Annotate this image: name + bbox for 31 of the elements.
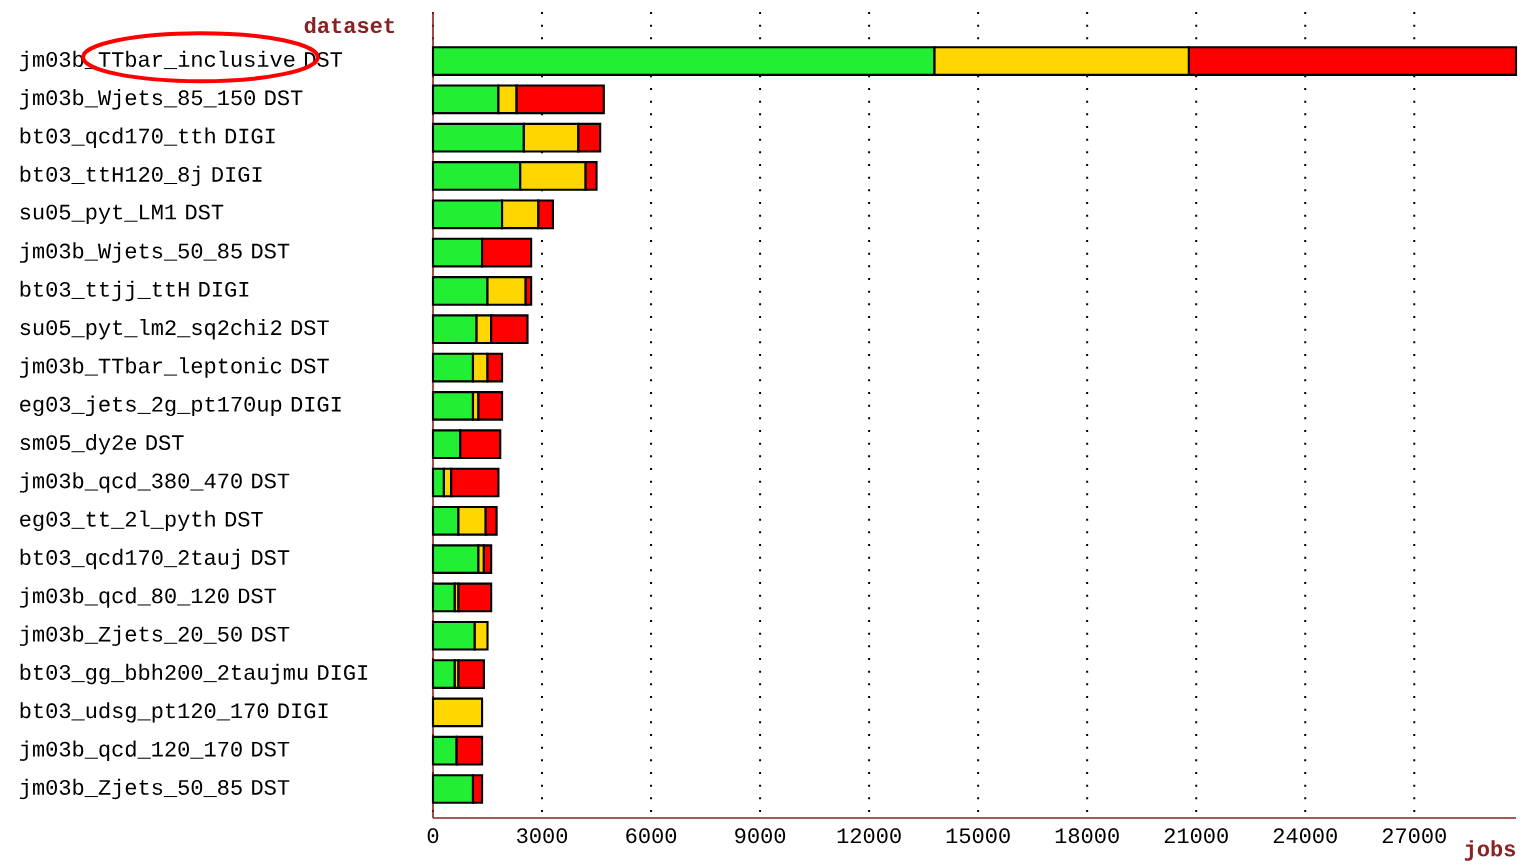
y-tick-label: bt03_ttH120_8j DIGI bbox=[20, 165, 262, 187]
y-tick-label: bt03_udsg_pt120_170 DIGI bbox=[20, 702, 328, 723]
x-axis-title: jobs bbox=[1464, 840, 1516, 861]
x-tick-label: 9000 bbox=[735, 828, 786, 844]
y-tick-label: jm03b_qcd_120_170 DST bbox=[19, 740, 290, 761]
y-tick-label: jm03b_qcd_80_120 DST bbox=[19, 587, 277, 608]
y-tick-label: jm03b_Zjets_20_50 DST bbox=[19, 625, 290, 646]
y-tick-label: bt03_qcd170_tth DIGI bbox=[20, 127, 275, 148]
y-tick-label: eg03_tt_2l_pyth DST bbox=[20, 510, 263, 531]
y-tick-label: sm05_dy2e DST bbox=[20, 433, 184, 455]
y-tick-label: bt03_qcd170_2tauj DST bbox=[20, 548, 290, 570]
y-axis-title: dataset bbox=[304, 16, 394, 34]
y-tick-label: jm03b_Wjets_85_150 DST bbox=[19, 89, 303, 110]
x-tick-label: 21000 bbox=[1164, 828, 1228, 844]
x-tick-label: 24000 bbox=[1273, 828, 1337, 844]
y-tick-label: jm03b_qcd_380_470 DST bbox=[19, 472, 290, 493]
y-tick-label: jm03b_Wjets_50_85 DST bbox=[19, 242, 290, 263]
y-tick-label: jm03b_Zjets_50_85 DST bbox=[19, 778, 290, 800]
y-tick-label: su05_pyt_LM1 DST bbox=[20, 204, 224, 224]
x-tick-label: 15000 bbox=[946, 828, 1010, 844]
x-tick-label: 18000 bbox=[1055, 828, 1119, 844]
x-tick-label: 6000 bbox=[626, 828, 677, 844]
y-tick-label: bt03_gg_bbh200_2taujmu DIGI bbox=[20, 663, 368, 685]
y-tick-label: su05_pyt_lm2_sq2chi2 DST bbox=[20, 318, 329, 340]
x-tick-label: 12000 bbox=[837, 828, 901, 844]
x-tick-label: 0 bbox=[427, 828, 439, 844]
x-tick-label: 3000 bbox=[517, 828, 568, 844]
x-tick-label: 27000 bbox=[1382, 828, 1446, 844]
y-tick-label: eg03_jets_2g_pt170up DIGI bbox=[20, 395, 341, 417]
y-tick-label: bt03_ttjj_ttH DIGI bbox=[20, 280, 249, 302]
y-tick-label: jm03b_TTbar_leptonic DST bbox=[19, 357, 329, 378]
